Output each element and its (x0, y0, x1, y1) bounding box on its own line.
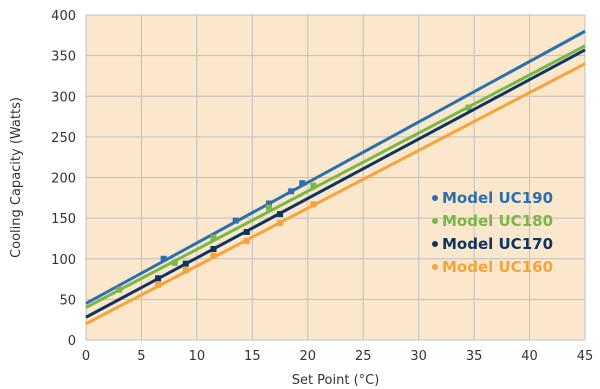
data-point-model-uc160 (310, 201, 317, 208)
data-point-model-uc160 (182, 267, 189, 274)
data-point-model-uc170 (155, 275, 162, 282)
legend-label: Model UC180 (442, 212, 553, 230)
data-point-model-uc180 (465, 104, 472, 111)
x-axis-title: Set Point (°C) (292, 373, 380, 388)
legend-marker (432, 195, 438, 201)
data-point-model-uc180 (265, 204, 272, 211)
data-point-model-uc180 (116, 286, 123, 293)
x-tick-label: 0 (82, 349, 90, 364)
legend-marker (432, 241, 438, 247)
series-layer (85, 29, 586, 326)
data-point-model-uc170 (277, 211, 284, 218)
series-line-model-uc170 (85, 48, 586, 319)
x-tick-label: 20 (300, 349, 317, 364)
data-point-model-uc190 (299, 180, 306, 187)
data-point-model-uc160 (277, 220, 284, 226)
series-line-model-uc180 (85, 44, 586, 309)
x-tick-label: 5 (137, 349, 145, 364)
series-line-model-uc160 (85, 62, 586, 326)
tick-labels: 0 5 10 15 20 25 30 35 40 45 0 50 100 150 200 250 300 350 4… (51, 9, 593, 364)
y-tick-label: 400 (51, 9, 76, 24)
y-tick-label: 250 (51, 131, 76, 146)
y-tick-label: 200 (51, 172, 76, 187)
data-point-model-uc180 (171, 259, 178, 266)
legend: Model UC190 Model UC180 Model UC170 Model U… (432, 189, 553, 276)
x-tick-label: 40 (521, 349, 538, 364)
data-point-model-uc160 (243, 237, 250, 244)
series-line-model-uc190 (85, 29, 586, 305)
x-tick-label: 25 (355, 349, 372, 364)
legend-marker (432, 218, 438, 224)
y-axis-title: Cooling Capacity (Watts) (9, 97, 24, 258)
y-tick-label: 300 (51, 90, 76, 105)
x-tick-label: 35 (466, 349, 483, 364)
data-point-model-uc190 (265, 200, 272, 207)
data-point-model-uc160 (155, 281, 162, 288)
data-point-model-uc190 (232, 217, 239, 224)
data-point-model-uc170 (210, 246, 217, 252)
legend-label: Model UC170 (442, 235, 553, 253)
x-tick-label: 45 (577, 349, 594, 364)
legend-marker (432, 264, 438, 270)
x-tick-label: 30 (410, 349, 427, 364)
data-point-model-uc180 (210, 234, 217, 241)
y-tick-label: 150 (51, 212, 76, 227)
y-tick-label: 100 (51, 253, 76, 268)
y-tick-label: 0 (68, 334, 76, 349)
data-point-model-uc170 (243, 228, 250, 235)
data-point-model-uc190 (288, 188, 295, 195)
data-point-model-uc190 (160, 255, 167, 262)
legend-label: Model UC160 (442, 258, 553, 276)
y-tick-label: 350 (51, 50, 76, 65)
x-tick-label: 15 (244, 349, 261, 364)
x-tick-label: 10 (189, 349, 206, 364)
data-point-model-uc160 (210, 252, 217, 259)
legend-label: Model UC190 (442, 189, 553, 207)
y-tick-label: 50 (59, 293, 76, 308)
data-point-model-uc180 (310, 182, 317, 189)
data-point-model-uc170 (182, 260, 189, 267)
